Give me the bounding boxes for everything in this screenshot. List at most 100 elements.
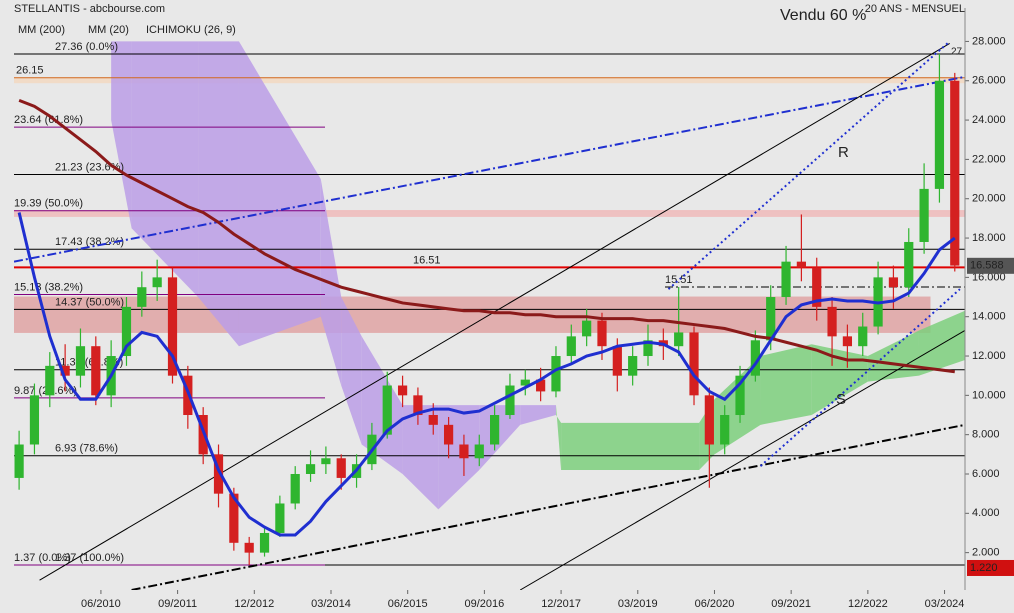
level-label: 16.51	[413, 254, 441, 266]
annotation: S	[836, 391, 846, 408]
y-tick-label: 26.000	[972, 75, 1006, 87]
trendline	[519, 330, 965, 590]
level-label: 19.39 (50.0%)	[14, 198, 83, 210]
level-label: 17.43 (38.2%)	[55, 236, 124, 248]
candle-body	[904, 241, 914, 288]
y-tick-label: 12.000	[972, 350, 1006, 362]
candle-body	[812, 267, 822, 307]
candle-body	[459, 444, 469, 459]
candle-body	[29, 395, 40, 445]
last-price-box	[967, 257, 1014, 274]
chart-subtitle: 20 ANS - MENSUEL	[865, 3, 965, 15]
candle-body	[60, 365, 70, 376]
zone	[14, 296, 931, 333]
trendline	[131, 423, 965, 590]
zone	[14, 210, 965, 217]
candle-body	[551, 356, 561, 392]
candle-body	[474, 444, 484, 459]
candle-body	[397, 385, 408, 396]
x-tick-label: 12/2017	[541, 598, 581, 610]
plot-area: 27.36 (0.0%) 21.23 (23.6%) 17.43 (38.2%) 14…	[14, 40, 965, 590]
candle-body	[45, 365, 55, 396]
candle-body	[382, 385, 392, 435]
level-label: 23.64 (61.8%)	[14, 114, 83, 126]
trendline	[14, 75, 965, 263]
candle-body	[244, 542, 254, 553]
candle-body	[720, 415, 730, 445]
x-tick-label: 03/2019	[618, 598, 658, 610]
ichimoku-cloud	[479, 405, 521, 471]
level-label: 15.13 (38.2%)	[14, 281, 83, 293]
candle-body	[275, 503, 285, 533]
candle-body	[582, 320, 592, 337]
y-tick-label: 8.000	[972, 429, 1000, 441]
candle-body	[888, 277, 899, 288]
x-tick-label: 09/2021	[771, 598, 811, 610]
y-tick-label: 28.000	[972, 35, 1006, 47]
legend-entry: MM (200)	[18, 24, 65, 36]
candle-body	[305, 464, 316, 474]
x-tick-label: 09/2016	[465, 598, 505, 610]
x-tick-label: 06/2020	[695, 598, 735, 610]
candle-body	[597, 320, 607, 347]
candle-body	[934, 80, 945, 189]
x-tick-label: 03/2024	[925, 598, 965, 610]
ichimoku-cloud	[760, 344, 812, 425]
level-label: 15.51	[665, 274, 693, 286]
candle-body	[689, 332, 699, 396]
y-tick-label: 14.000	[972, 311, 1006, 323]
ichimoku-cloud	[918, 310, 965, 376]
ichimoku-cloud	[555, 405, 562, 471]
candle-body	[520, 379, 530, 386]
level-label: 1.37 (0.0%)	[14, 552, 71, 564]
candle-body	[229, 493, 239, 543]
candle-body	[490, 415, 500, 445]
candle-body	[612, 346, 622, 376]
level-label: 11.30 (61.8%)	[55, 357, 123, 369]
y-tick-label: 18.000	[972, 232, 1006, 244]
candle-body	[643, 340, 653, 357]
y-tick-label: 2.000	[972, 547, 1000, 559]
last-price-label: 16.588	[970, 260, 1004, 272]
y-tick-label: 6.000	[972, 468, 1000, 480]
candle-body	[213, 454, 224, 494]
x-tick-label: 12/2022	[848, 598, 888, 610]
candle-body	[766, 297, 776, 341]
level-label: 26.15	[16, 65, 44, 77]
legend-entry: MM (20)	[88, 24, 129, 36]
candle-body	[290, 473, 300, 504]
annotation: R	[838, 144, 849, 161]
annotation: Vendu 60 %	[780, 7, 866, 24]
y-tick-label: 4.000	[972, 507, 1000, 519]
level-label: 14.37 (50.0%)	[55, 296, 124, 308]
legend-entry: ICHIMOKU (26, 9)	[146, 24, 236, 36]
x-tick-label: 12/2012	[234, 598, 274, 610]
candle-body	[443, 424, 454, 445]
moving-average	[17, 212, 956, 537]
candle-body	[259, 532, 270, 553]
candle-body	[91, 346, 101, 396]
candle-body	[152, 277, 162, 288]
candle-body	[121, 306, 132, 357]
annotation: 27	[951, 47, 963, 58]
ichimoku-cloud	[131, 41, 199, 298]
ichimoku-cloud	[341, 297, 362, 445]
candle-body	[413, 395, 423, 416]
y-tick-label: 22.000	[972, 153, 1006, 165]
candle-body	[919, 188, 929, 242]
candle-body	[505, 385, 515, 416]
y-tick-label: 10.000	[972, 389, 1006, 401]
candle-body	[566, 336, 576, 357]
candle-body	[827, 306, 837, 337]
x-tick-label: 06/2010	[81, 598, 121, 610]
ichimoku-cloud	[811, 344, 868, 416]
candle-body	[137, 287, 147, 307]
level-label: 21.23 (23.6%)	[55, 161, 124, 173]
y-tick-label: 20.000	[972, 193, 1006, 205]
ichimoku-cloud	[402, 405, 439, 510]
x-tick-label: 09/2011	[158, 598, 197, 610]
ichimoku-cloud	[520, 405, 556, 425]
level-label: 6.93 (78.6%)	[55, 443, 118, 455]
moving-average	[18, 99, 955, 374]
